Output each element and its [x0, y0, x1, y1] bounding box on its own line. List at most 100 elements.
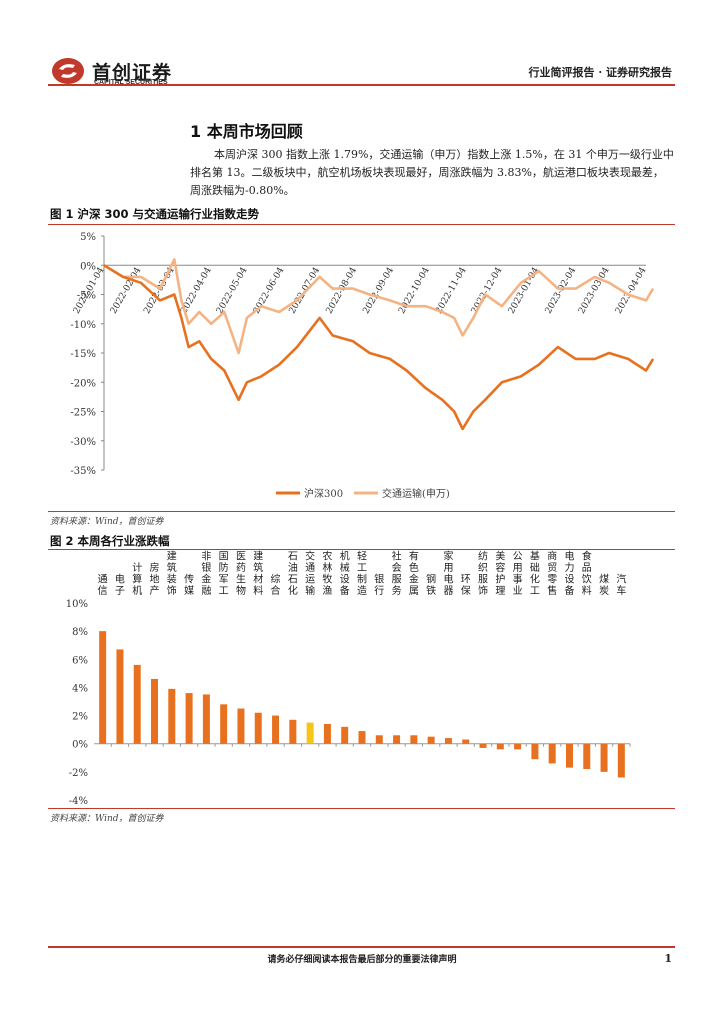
category-label: 计算机 [132, 561, 142, 597]
y-tick-label: -20% [70, 378, 96, 389]
bar [358, 731, 366, 744]
y-tick-label: 0% [80, 261, 96, 272]
bar [341, 726, 349, 744]
category-label: 商贸零售 [547, 550, 557, 597]
y-tick-label: 4% [72, 683, 88, 694]
category-label: 传媒 [184, 574, 194, 598]
bar [289, 719, 297, 744]
transport-line [103, 258, 655, 355]
category-label: 煤炭 [599, 573, 609, 598]
bar [548, 743, 556, 764]
figure1-top-rule [48, 224, 675, 225]
category-label: 纺织服饰 [478, 550, 488, 597]
x-tick-label: 2023-03-04 [577, 266, 612, 316]
bar [410, 735, 418, 744]
category-label: 石油石化 [288, 552, 298, 598]
bar [531, 743, 539, 760]
logo-subtitle: CAPITAL SECURITIES [94, 79, 168, 86]
category-label: 轻工制造 [357, 550, 367, 597]
figure1-source: 资料来源：Wind，首创证券 [50, 517, 164, 527]
y-tick-label: -15% [70, 349, 96, 360]
bar [323, 724, 331, 744]
bar [116, 649, 124, 744]
figure2-top-rule [48, 549, 675, 550]
bar [514, 743, 522, 750]
bar [496, 743, 504, 750]
bar [306, 722, 314, 744]
y-tick-label: 10% [66, 599, 88, 610]
bar [565, 743, 573, 768]
x-tick-label: 2023-04-04 [614, 266, 649, 316]
page-number: 1 [664, 952, 672, 965]
x-tick-label: 2022-11-04 [434, 266, 469, 316]
bar [444, 738, 452, 744]
category-label: 家用电器 [443, 550, 453, 597]
x-tick-label: 2022-08-04 [325, 266, 360, 316]
y-tick-label: 6% [72, 655, 88, 666]
bar [202, 694, 210, 744]
category-label: 建筑材料 [253, 550, 263, 597]
header-divider [48, 84, 675, 86]
y-tick-label: 8% [72, 627, 88, 638]
hs300-line [103, 264, 655, 431]
summary-paragraph: 本周沪深 300 指数上涨 1.79%，交通运输（申万）指数上涨 1.5%，在 … [190, 148, 674, 197]
y-tick-label: -2% [69, 768, 88, 779]
y-tick-label: -25% [70, 408, 96, 419]
bar [583, 743, 591, 770]
bar [220, 704, 228, 744]
y-tick-label: -35% [70, 466, 96, 477]
y-tick-label: -4% [69, 796, 88, 807]
category-label: 交通运输 [305, 550, 315, 597]
category-label: 通信 [98, 574, 108, 598]
x-tick-label: 2022-10-04 [397, 266, 432, 316]
figure1-title: 图 1 沪深 300 与交通运输行业指数走势 [50, 207, 260, 221]
bar [393, 735, 401, 744]
y-tick-label: 5% [80, 232, 96, 243]
industry-change-chart: 10% 8% 6% 4% 2% 0% -2% -4% 通信电子计算机房地产建筑装饰传媒非银金融国… [66, 550, 631, 807]
x-tick-label: 2022-02-04 [109, 266, 144, 316]
category-label: 食品饮料 [582, 550, 592, 597]
legend-label: 沪深300 [304, 487, 343, 500]
category-label: 建筑装饰 [167, 550, 177, 597]
category-label: 国防军工 [219, 551, 229, 598]
bar [133, 664, 141, 744]
y-tick-label: 0% [72, 740, 88, 751]
category-label: 电力设备 [564, 550, 574, 597]
category-label: 医药生物 [236, 551, 246, 598]
category-label: 机械设备 [340, 550, 350, 597]
x-tick-label: 2023-02-04 [544, 266, 579, 316]
figure2-title: 图 2 本周各行业涨跌幅 [50, 534, 170, 548]
bar [99, 631, 107, 744]
category-label: 综合 [271, 573, 281, 598]
category-label: 钢铁 [426, 573, 436, 598]
category-label: 农林牧渔 [322, 550, 332, 597]
y-tick-label: 2% [72, 712, 88, 723]
bar [237, 708, 245, 744]
footer-divider [48, 946, 675, 948]
bar [427, 736, 435, 744]
category-label: 汽车 [616, 573, 626, 598]
category-label: 环保 [461, 575, 471, 598]
index-trend-chart: 5%0%-5%-10%-15%-20%-25%-30%-35%2022-01-0… [70, 232, 655, 500]
figure2-bottom-rule [48, 808, 675, 809]
y-tick-label: -10% [70, 320, 96, 331]
bar [185, 693, 193, 744]
report-type: 行业简评报告 · 证券研究报告 [528, 66, 673, 79]
bar [254, 712, 262, 744]
category-label: 社会服务 [392, 550, 402, 597]
bar [600, 743, 608, 772]
y-tick-label: -30% [70, 437, 96, 448]
bar [168, 688, 176, 744]
category-label: 公用事业 [513, 552, 523, 598]
category-label: 非银金融 [201, 551, 211, 598]
x-tick-label: 2022-05-04 [215, 266, 250, 316]
bar [151, 678, 159, 744]
category-label: 美容护理 [495, 550, 505, 597]
bar [272, 715, 280, 744]
category-label: 电子 [115, 573, 125, 598]
category-label: 基础化工 [530, 550, 540, 597]
section-title: 1 本周市场回顾 [190, 122, 303, 141]
bar [617, 743, 625, 778]
category-label: 有色金属 [409, 550, 419, 597]
category-label: 房地产 [150, 561, 160, 597]
